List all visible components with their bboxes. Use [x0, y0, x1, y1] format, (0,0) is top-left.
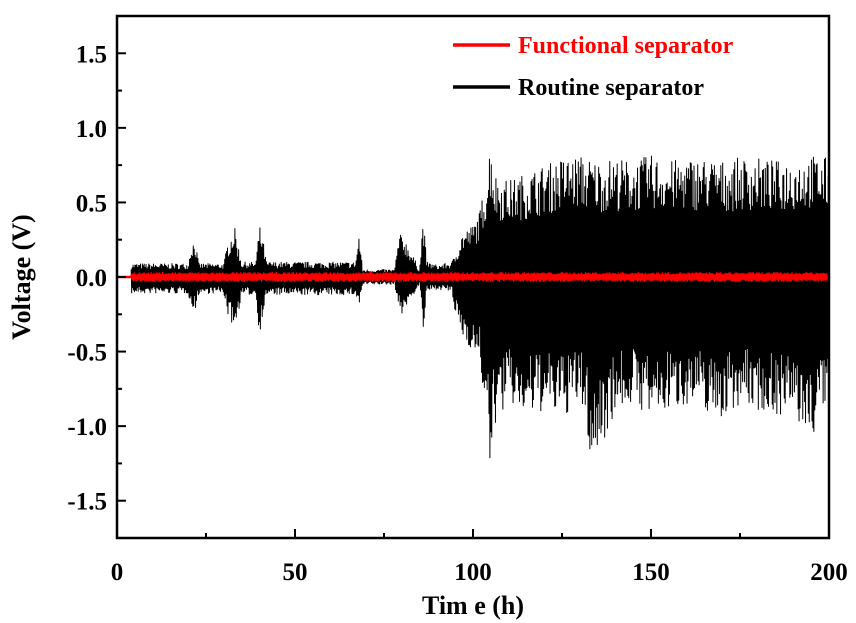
series-1 [117, 155, 830, 459]
series-0 [117, 271, 830, 283]
x-tick-label: 200 [810, 559, 848, 586]
x-tick-label: 150 [632, 559, 670, 586]
legend-label-routine: Routine separator [518, 75, 704, 101]
x-tick-label: 0 [111, 559, 124, 586]
y-tick-label: -1.5 [67, 489, 107, 516]
x-axis-title: Tim e (h) [422, 591, 524, 620]
axis-layer: 0 50 100 150 200 -1.5 -1.0 -0.5 0.0 0.5 1.0 1.5 [67, 41, 847, 586]
series-line [117, 271, 830, 283]
y-tick-label: 1.5 [76, 41, 107, 68]
legend-label-functional: Functional separator [518, 33, 734, 59]
y-tick-label: 1.0 [76, 116, 107, 143]
legend: Functional separator Routine separator [453, 33, 734, 101]
y-axis-title: Voltage (V) [7, 214, 36, 339]
y-tick-label: 0.5 [76, 190, 107, 217]
y-tick-label: 0.0 [76, 265, 107, 292]
x-tick-label: 100 [454, 559, 492, 586]
series-line [117, 155, 830, 459]
y-tick-label: -0.5 [67, 340, 107, 367]
x-tick-label: 50 [283, 559, 308, 586]
series-layer [117, 155, 830, 459]
y-tick-label: -1.0 [67, 414, 107, 441]
